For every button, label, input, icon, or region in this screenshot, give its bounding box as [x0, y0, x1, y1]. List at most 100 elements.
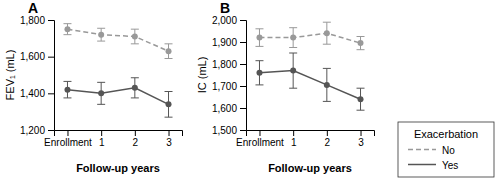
y-tick: 1,900 [212, 37, 246, 48]
error-bar-cap [255, 84, 263, 85]
panel: Enrollment1231,5001,6001,7001,8001,9002,… [196, 0, 375, 174]
point [324, 82, 330, 88]
y-tick: 1,700 [212, 81, 246, 92]
error-bar-cap [323, 101, 331, 102]
y-tick-mark [48, 20, 54, 21]
y-tick-mark [240, 86, 246, 87]
point [132, 34, 138, 40]
y-tick: 2,000 [212, 15, 246, 26]
error-bar [63, 81, 71, 98]
error-bar [97, 82, 105, 104]
x-tick-label: 1 [291, 137, 297, 148]
error-bar-cap [131, 97, 139, 98]
x-tick-label: 2 [325, 137, 331, 148]
y-tick-label: 1,400 [20, 88, 45, 99]
x-tick-mark [293, 130, 294, 136]
error-bar-cap [131, 29, 139, 30]
error-bar-cap [63, 97, 71, 98]
x-tick: 3 [358, 130, 364, 148]
point [256, 70, 262, 76]
y-tick: 1,500 [212, 125, 246, 136]
y-tick-mark [240, 108, 246, 109]
x-tick-mark [67, 130, 68, 136]
x-tick-label: 3 [166, 137, 172, 148]
y-axis: 1,5001,6001,7001,8001,9002,000 [212, 15, 247, 136]
x-tick-mark [361, 130, 362, 136]
x-tick: 3 [166, 130, 172, 148]
legend-label: Yes [442, 160, 458, 171]
series [63, 24, 172, 59]
point [290, 68, 296, 74]
error-bar-cap [323, 68, 331, 69]
series [255, 22, 364, 50]
error-bar-cap [289, 47, 297, 48]
error-bar [255, 29, 263, 47]
x-tick: 1 [291, 130, 297, 148]
y-tick-mark [240, 130, 246, 131]
error-bar [255, 61, 263, 85]
x-tick-mark [101, 130, 102, 136]
error-bar-cap [323, 44, 331, 45]
y-tick: 1,800 [20, 15, 54, 26]
plot-area [255, 22, 364, 110]
y-tick: 1,600 [212, 103, 246, 114]
error-bar [131, 29, 139, 44]
error-bar [323, 22, 331, 44]
chart-svg: Enrollment1231,2001,4001,6001,800FEV₁ (m… [0, 0, 500, 183]
error-bar-cap [131, 43, 139, 44]
y-tick: 1,600 [20, 51, 54, 62]
error-bar-cap [97, 104, 105, 105]
y-axis-title: FEV₁ (mL) [4, 50, 16, 101]
x-tick-label: 1 [99, 137, 105, 148]
error-bar-cap [289, 53, 297, 54]
x-tick-label: 3 [358, 137, 364, 148]
y-tick-mark [240, 20, 246, 21]
legend-swatch [408, 164, 436, 166]
y-tick-label: 1,500 [212, 125, 237, 136]
x-axis: Enrollment123 [236, 130, 374, 148]
y-tick-mark [48, 57, 54, 58]
panel-title: A [28, 0, 38, 16]
y-tick-mark [240, 42, 246, 43]
series [255, 53, 364, 110]
series-line [67, 29, 168, 51]
x-tick: Enrollment [44, 130, 92, 148]
series-line [259, 71, 360, 100]
error-bar-cap [357, 88, 365, 89]
legend-label: No [442, 145, 455, 156]
series-line [259, 33, 360, 43]
x-tick: 2 [133, 130, 139, 148]
error-bar-cap [63, 81, 71, 82]
error-bar [357, 88, 365, 110]
y-axis-line [240, 21, 247, 131]
error-bar-cap [165, 43, 173, 44]
y-tick: 1,400 [20, 88, 54, 99]
error-bar-cap [357, 49, 365, 50]
error-bar-cap [255, 28, 263, 29]
error-bar-cap [63, 23, 71, 24]
error-bar [289, 28, 297, 48]
x-tick-mark [135, 130, 136, 136]
error-bar-cap [131, 77, 139, 78]
point [98, 32, 104, 38]
x-tick: 2 [325, 130, 331, 148]
error-bar-cap [63, 34, 71, 35]
series-line [67, 88, 168, 105]
point [256, 35, 262, 41]
error-bar-cap [165, 117, 173, 118]
x-tick-label: 2 [133, 137, 139, 148]
error-bar-cap [165, 58, 173, 59]
error-bar-cap [165, 91, 173, 92]
point [64, 87, 70, 93]
point [64, 26, 70, 32]
error-bar [357, 37, 365, 50]
panel-title: B [220, 0, 230, 16]
point [132, 85, 138, 91]
legend-title: Exacerbation [414, 128, 478, 140]
error-bar-cap [255, 60, 263, 61]
y-axis: 1,2001,4001,6001,800 [20, 15, 55, 136]
error-bar-cap [357, 36, 365, 37]
error-bar [97, 28, 105, 41]
x-axis-line [247, 131, 375, 137]
y-tick-label: 1,900 [212, 37, 237, 48]
